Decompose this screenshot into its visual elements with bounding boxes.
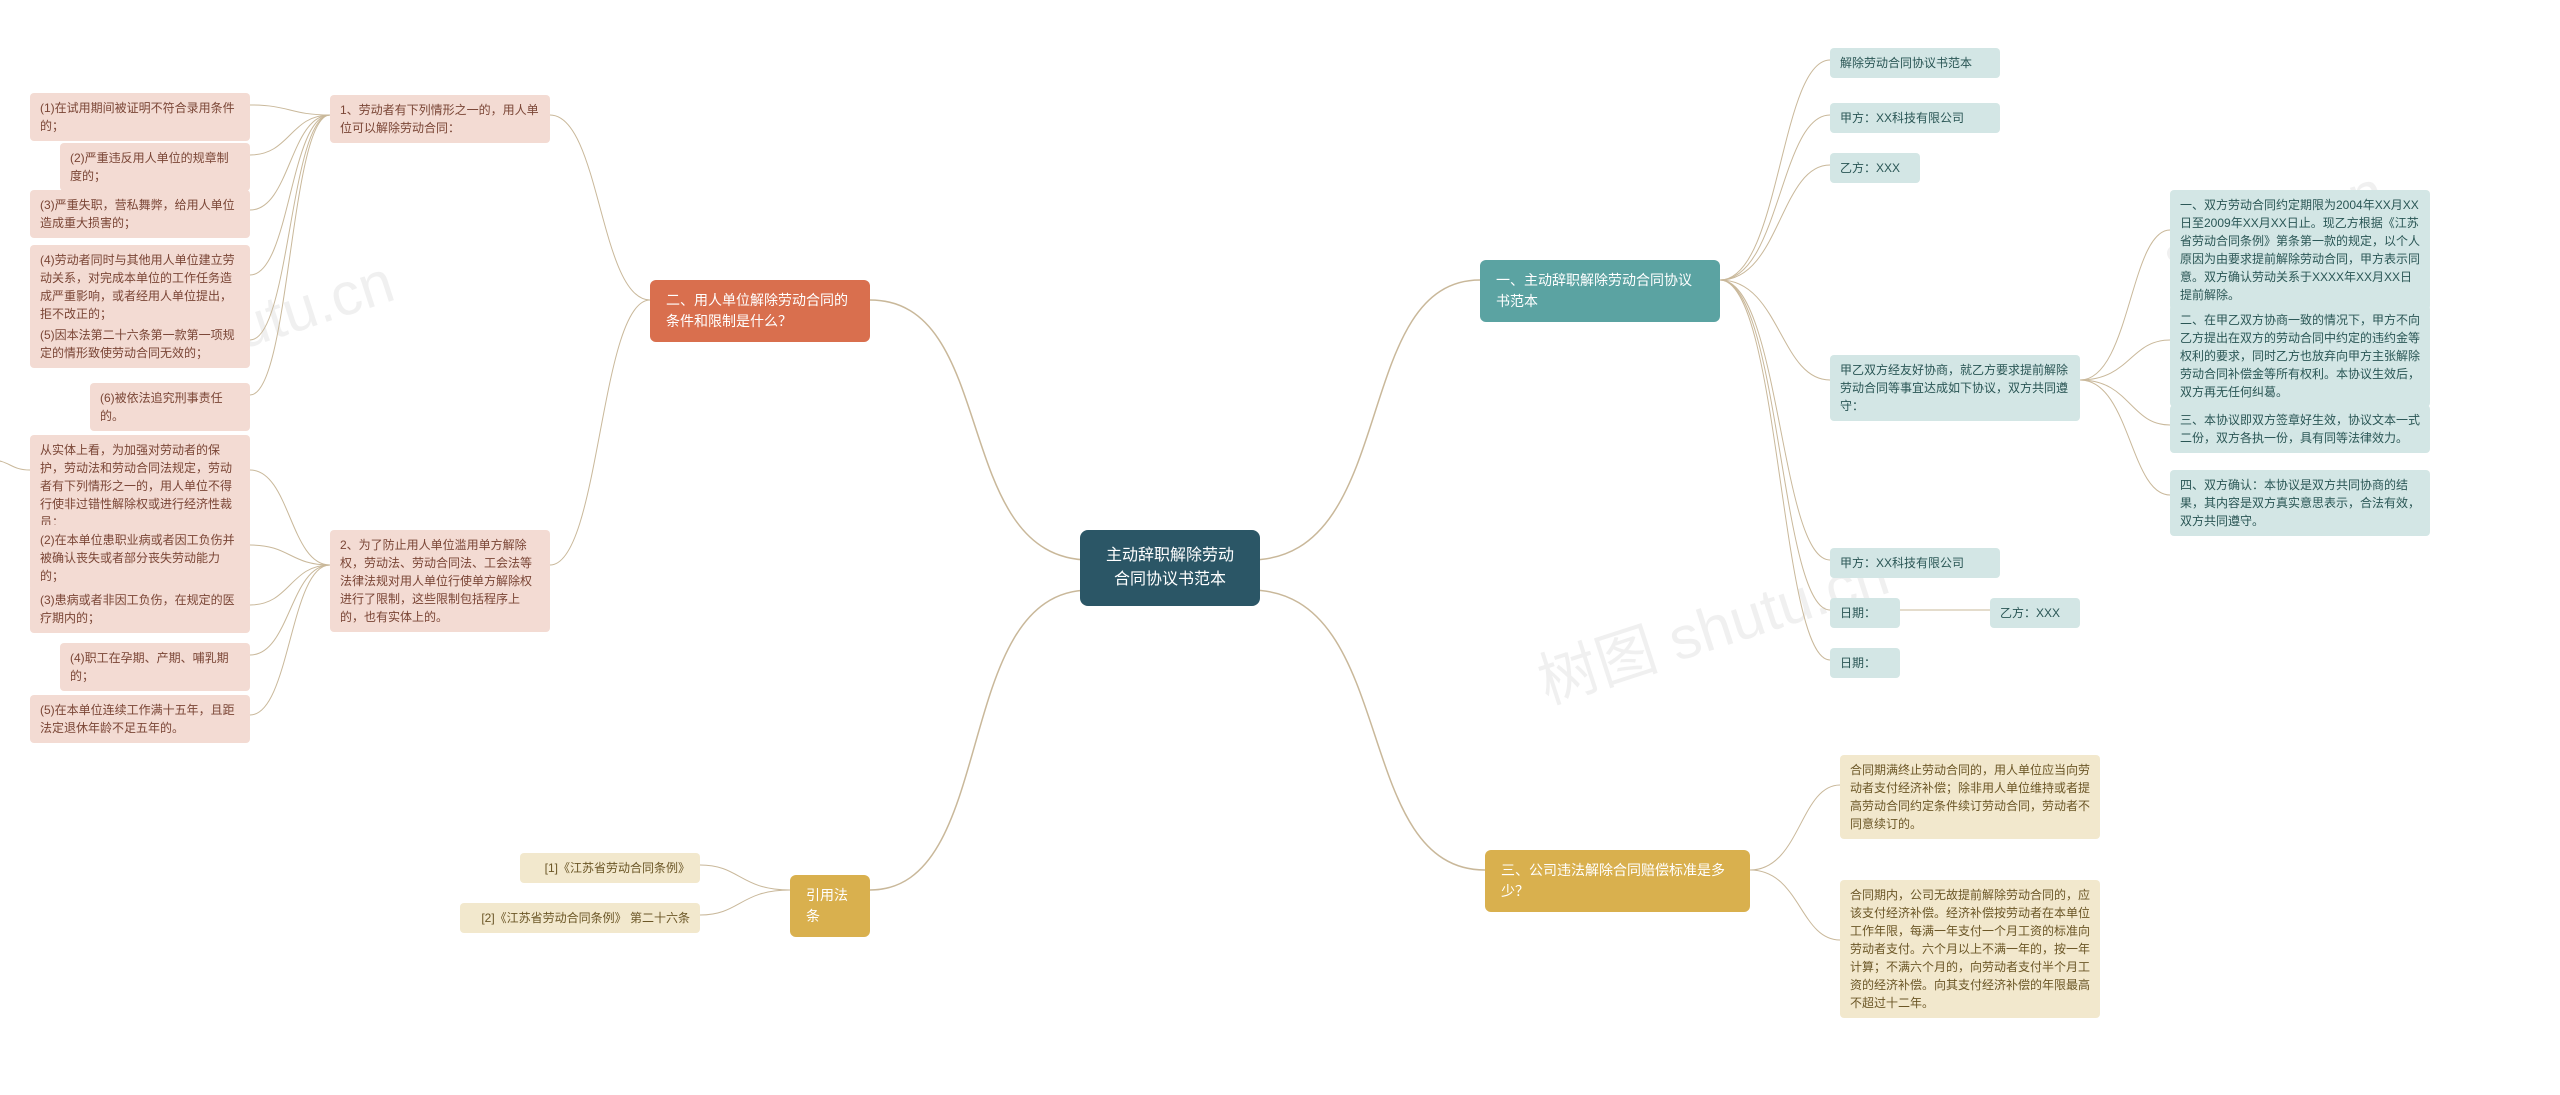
leaf-b4-0[interactable]: [1]《江苏省劳动合同条例》: [520, 853, 700, 883]
leaf-b2-1-2[interactable]: (3)患病或者非因工负伤，在规定的医疗期内的；: [30, 585, 250, 633]
leaf-b1-5-0[interactable]: 乙方：XXX: [1990, 598, 2080, 628]
leaf-b1-0[interactable]: 解除劳动合同协议书范本: [1830, 48, 2000, 78]
leaf-b2-0-1[interactable]: (2)严重违反用人单位的规章制度的；: [60, 143, 250, 191]
leaf-b2-1-4[interactable]: (5)在本单位连续工作满十五年，且距法定退休年龄不足五年的。: [30, 695, 250, 743]
leaf-b2-0[interactable]: 1、劳动者有下列情形之一的，用人单位可以解除劳动合同：: [330, 95, 550, 143]
leaf-b2-0-0[interactable]: (1)在试用期间被证明不符合录用条件的；: [30, 93, 250, 141]
branch-4[interactable]: 引用法条: [790, 875, 870, 937]
leaf-b2-1-3[interactable]: (4)职工在孕期、产期、哺乳期的；: [60, 643, 250, 691]
leaf-b1-3-3[interactable]: 四、双方确认：本协议是双方共同协商的结果，其内容是双方真实意思表示，合法有效，双…: [2170, 470, 2430, 536]
leaf-b4-1[interactable]: [2]《江苏省劳动合同条例》 第二十六条: [460, 903, 700, 933]
leaf-b1-6[interactable]: 日期：: [1830, 648, 1900, 678]
leaf-b1-5[interactable]: 日期：: [1830, 598, 1900, 628]
leaf-b1-3[interactable]: 甲乙双方经友好协商，就乙方要求提前解除劳动合同等事宜达成如下协议，双方共同遵守：: [1830, 355, 2080, 421]
leaf-b1-3-0[interactable]: 一、双方劳动合同约定期限为2004年XX月XX日至2009年XX月XX日止。现乙…: [2170, 190, 2430, 310]
branch-2[interactable]: 二、用人单位解除劳动合同的条件和限制是什么？: [650, 280, 870, 342]
leaf-b2-0-3[interactable]: (4)劳动者同时与其他用人单位建立劳动关系，对完成本单位的工作任务造成严重影响，…: [30, 245, 250, 329]
leaf-b2-1[interactable]: 2、为了防止用人单位滥用单方解除权，劳动法、劳动合同法、工会法等法律法规对用人单…: [330, 530, 550, 632]
branch-3[interactable]: 三、公司违法解除合同赔偿标准是多少？: [1485, 850, 1750, 912]
center-node[interactable]: 主动辞职解除劳动合同协议书范本: [1080, 530, 1260, 606]
leaf-b1-1[interactable]: 甲方：XX科技有限公司: [1830, 103, 2000, 133]
leaf-b2-0-4[interactable]: (5)因本法第二十六条第一款第一项规定的情形致使劳动合同无效的；: [30, 320, 250, 368]
leaf-b1-3-1[interactable]: 二、在甲乙双方协商一致的情况下，甲方不向乙方提出在双方的劳动合同中约定的违约金等…: [2170, 305, 2430, 407]
leaf-b3-1[interactable]: 合同期内，公司无故提前解除劳动合同的，应该支付经济补偿。经济补偿按劳动者在本单位…: [1840, 880, 2100, 1018]
leaf-b2-0-5[interactable]: (6)被依法追究刑事责任的。: [90, 383, 250, 431]
leaf-b3-0[interactable]: 合同期满终止劳动合同的，用人单位应当向劳动者支付经济补偿；除非用人单位维持或者提…: [1840, 755, 2100, 839]
leaf-b2-1-1[interactable]: (2)在本单位患职业病或者因工负伤并被确认丧失或者部分丧失劳动能力的；: [30, 525, 250, 591]
leaf-b1-4[interactable]: 甲方：XX科技有限公司: [1830, 548, 2000, 578]
branch-1[interactable]: 一、主动辞职解除劳动合同协议书范本: [1480, 260, 1720, 322]
leaf-b2-0-2[interactable]: (3)严重失职，营私舞弊，给用人单位造成重大损害的；: [30, 190, 250, 238]
leaf-b1-2[interactable]: 乙方：XXX: [1830, 153, 1920, 183]
leaf-b1-3-2[interactable]: 三、本协议即双方签章好生效，协议文本一式二份，双方各执一份，具有同等法律效力。: [2170, 405, 2430, 453]
leaf-b2-1-intro[interactable]: 从实体上看，为加强对劳动者的保护，劳动法和劳动合同法规定，劳动者有下列情形之一的…: [30, 435, 250, 537]
